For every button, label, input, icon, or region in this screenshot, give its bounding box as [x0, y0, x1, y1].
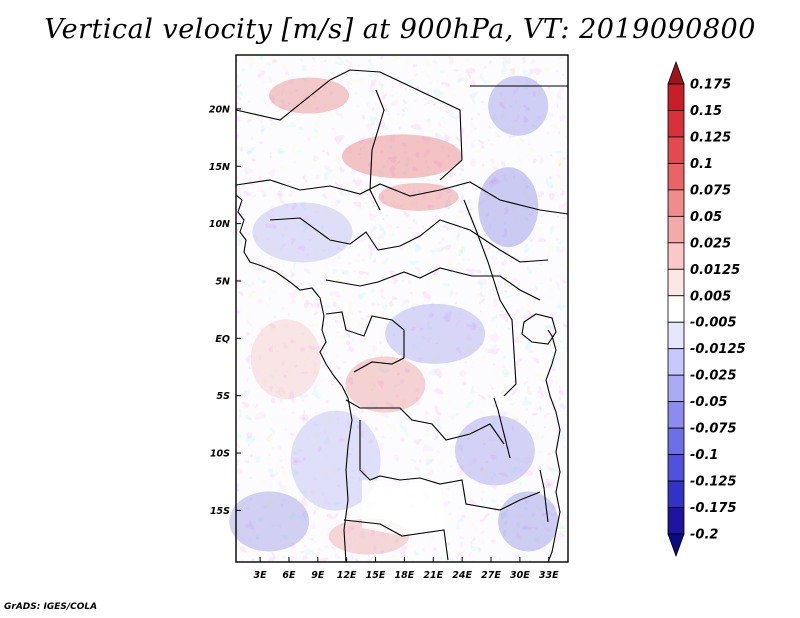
colorbar-label: 0.125 [690, 130, 731, 145]
x-tick-label: 33E [539, 570, 559, 581]
colorbar-segment [667, 242, 685, 270]
country-borders [235, 69, 569, 563]
field-blob [290, 410, 381, 511]
border-east-africa [463, 199, 517, 397]
colorbar-segment [667, 348, 685, 376]
colorbar-label: -0.125 [690, 475, 737, 490]
field-blob [478, 167, 539, 248]
colorbar-segment [667, 83, 685, 111]
colorbar-segment [667, 110, 685, 138]
colorbar-label: 0.0125 [690, 263, 740, 278]
colorbar-segment [667, 163, 685, 191]
field-blob [378, 182, 459, 211]
y-tick-label: 5N [215, 276, 230, 287]
x-tick-label: 12E [337, 570, 357, 581]
colorbar-label: -0.005 [690, 316, 737, 331]
colorbar-label: -0.025 [690, 369, 737, 384]
colorbar-segment [667, 401, 685, 429]
lake-tanganyika [493, 397, 511, 459]
grads-credit: GrADS: IGES/COLA [4, 602, 98, 612]
colorbar-top-arrow [667, 60, 685, 85]
coastline-east [545, 329, 561, 563]
border-drc-south [345, 399, 505, 445]
field-blob [252, 202, 353, 263]
colorbar-label: -0.0125 [690, 342, 746, 357]
x-tick-label: 24E [452, 570, 472, 581]
colorbar-label: -0.075 [690, 422, 737, 437]
x-tick-label: 15E [366, 570, 386, 581]
white-region [362, 480, 446, 536]
field-blob [345, 356, 426, 413]
colorbar-segment [667, 374, 685, 403]
colorbar-segment [667, 454, 685, 482]
colorbar-label: 0.175 [690, 78, 731, 93]
colorbar-bottom-arrow [667, 533, 685, 558]
border-chad [369, 89, 385, 211]
colorbar-label: 0.15 [690, 104, 722, 119]
x-tick-label: 21E [423, 570, 443, 581]
x-tick-label: 18E [395, 570, 415, 581]
y-tick-label: 15S [210, 506, 230, 517]
field-blob [454, 415, 535, 486]
y-tick-label: 10N [209, 219, 230, 230]
field-blob [269, 77, 350, 114]
colorbar-segment [667, 189, 685, 217]
coastline-west [235, 194, 353, 563]
lake-malawi [539, 469, 549, 523]
border-sahel [235, 179, 569, 215]
y-tick-label: 10S [210, 449, 230, 460]
colorbar-segment [667, 427, 685, 455]
y-tick-label: 5S [217, 391, 231, 402]
y-axis: 20N 15N 10N 5N EQ 5S 10S 15S [209, 104, 241, 517]
border-libya-egypt [235, 69, 463, 181]
lake-victoria [521, 313, 557, 345]
field-blob [385, 303, 486, 364]
colorbar-segment [667, 480, 685, 508]
colorbar-segment [667, 268, 685, 297]
colorbar-label: -0.175 [690, 501, 737, 516]
x-axis: 3E 6E 9E 12E 15E 18E 21E 24E 27E 30E 33E [254, 557, 559, 581]
field-blob [342, 134, 462, 179]
colorbar-segment [667, 507, 685, 535]
x-tick-label: 9E [311, 570, 325, 581]
y-tick-label: 20N [209, 104, 230, 115]
x-tick-label: 30E [510, 570, 530, 581]
border-namibia [343, 519, 449, 561]
field-blobs [229, 75, 559, 555]
colorbar-segment [667, 295, 685, 323]
colorbar-label: -0.05 [690, 395, 727, 410]
colorbar-label: 0.005 [690, 289, 731, 304]
border-central [325, 267, 541, 301]
colorbar-segment [667, 136, 685, 164]
border-angola-zambia [359, 420, 541, 511]
velocity-field [229, 55, 568, 562]
colorbar-label: 0.075 [690, 183, 731, 198]
field-blob [250, 319, 321, 400]
colorbar-segment [667, 321, 685, 350]
y-tick-label: EQ [215, 334, 230, 345]
colorbar-label: -0.1 [690, 448, 718, 463]
chart-title: Vertical velocity [m/s] at 900hPa, VT: 2… [44, 14, 756, 45]
x-tick-label: 6E [282, 570, 296, 581]
border-nigeria-cameroon [269, 217, 549, 263]
colorbar-label: 0.05 [690, 210, 722, 225]
y-tick-label: 15N [209, 162, 230, 173]
border-gabon-congo [325, 311, 405, 373]
field-texture [236, 55, 568, 562]
colorbar-segment [667, 215, 685, 244]
field-blob [488, 75, 549, 136]
x-tick-label: 3E [254, 570, 268, 581]
x-tick-label: 27E [481, 570, 501, 581]
colorbar-label: 0.025 [690, 236, 731, 251]
colorbar-label: 0.1 [690, 157, 713, 172]
colorbar: 0.175 0.15 0.125 0.1 0.075 0.05 0.025 0.0125 0.0… [667, 60, 746, 558]
plot-frame [235, 54, 569, 563]
colorbar-label: -0.2 [690, 528, 718, 543]
field-blob [498, 491, 559, 552]
field-blob [229, 491, 310, 552]
